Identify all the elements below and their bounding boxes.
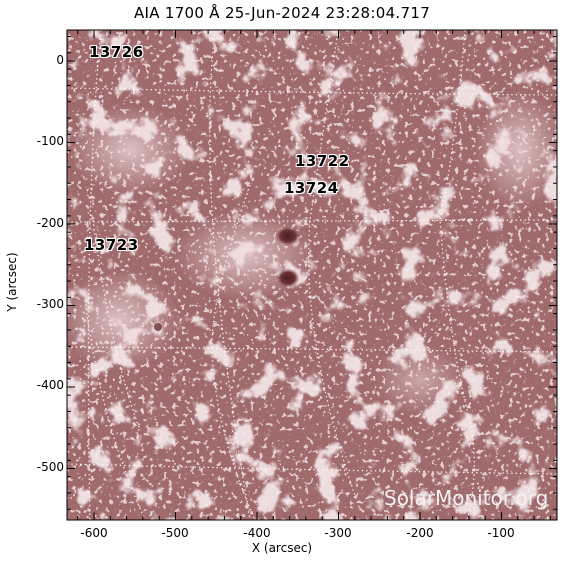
y-tick-label: -500 — [36, 460, 64, 474]
active-region-label-13722: 13722 — [295, 152, 350, 170]
image-title: AIA 1700 Å 25-Jun-2024 23:28:04.717 — [133, 4, 431, 22]
y-tick-label: -200 — [36, 216, 64, 230]
x-tick-label: -500 — [161, 526, 189, 540]
active-region-label-13724: 13724 — [284, 179, 339, 197]
y-tick-label: -400 — [36, 378, 64, 392]
active-region-label-13723: 13723 — [84, 236, 139, 254]
active-region-label-13726: 13726 — [89, 43, 144, 61]
y-tick-label: 0 — [56, 53, 64, 67]
sunspot-south — [276, 268, 300, 288]
x-axis-label: X (arcsec) — [251, 541, 313, 555]
y-tick-label: -100 — [36, 134, 64, 148]
y-axis-label: Y (arcsec) — [5, 252, 19, 312]
plot-frame — [66, 29, 558, 521]
axis-ticks — [67, 30, 557, 520]
heliographic-grid — [67, 30, 557, 520]
x-tick-label: -200 — [406, 526, 434, 540]
watermark-text: SolarMonitor.org — [384, 486, 549, 510]
x-tick-label: -300 — [324, 526, 352, 540]
x-tick-label: -400 — [243, 526, 271, 540]
sunspot-north — [275, 226, 301, 246]
y-axis-label-wrap: Y (arcsec) — [2, 245, 22, 325]
x-tick-label: -600 — [80, 526, 108, 540]
y-tick-label: -300 — [36, 297, 64, 311]
x-tick-label: -100 — [487, 526, 515, 540]
solar-disk-image — [67, 30, 557, 520]
